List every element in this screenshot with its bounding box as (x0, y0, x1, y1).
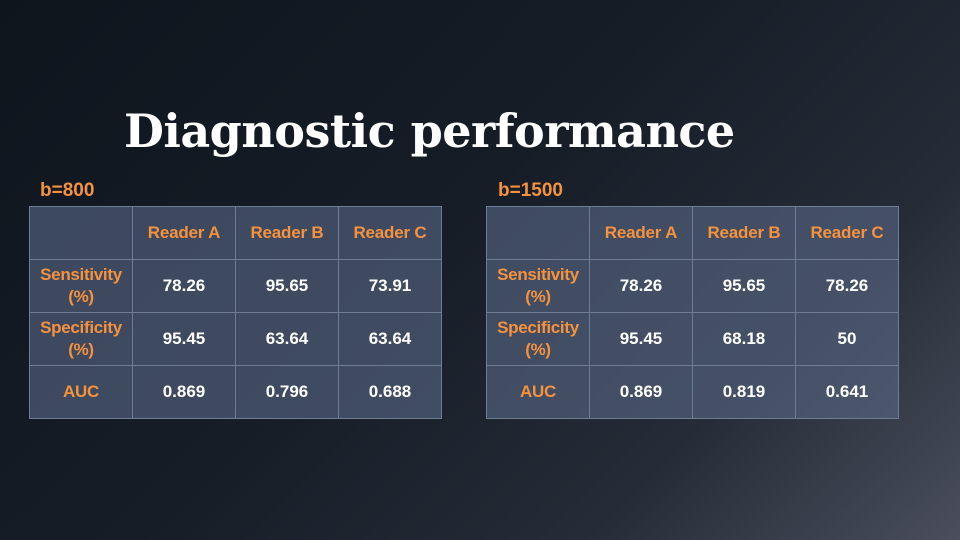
cell-value: 95.65 (692, 259, 796, 313)
row-header-line1: AUC (63, 382, 99, 401)
cell-value: 95.45 (589, 312, 693, 366)
row-header-sensitivity: Sensitivity (%) (486, 259, 590, 313)
cell-value: 63.64 (235, 312, 339, 366)
cell-value: 78.26 (589, 259, 693, 313)
table-row-auc: AUC 0.869 0.819 0.641 (486, 365, 899, 419)
row-header-line1: Sensitivity (497, 265, 579, 284)
row-header-auc: AUC (29, 365, 133, 419)
row-header-auc: AUC (486, 365, 590, 419)
row-header-sensitivity: Sensitivity (%) (29, 259, 133, 313)
table-row-sensitivity: Sensitivity (%) 78.26 95.65 78.26 (486, 259, 899, 313)
performance-table-b800: Reader A Reader B Reader C Sensitivity (… (29, 206, 442, 419)
page-title: Diagnostic performance (124, 104, 735, 158)
row-header-specificity: Specificity (%) (486, 312, 590, 366)
header-reader-a: Reader A (132, 206, 236, 260)
header-corner-cell (486, 206, 590, 260)
cell-value: 0.641 (795, 365, 899, 419)
header-reader-b: Reader B (235, 206, 339, 260)
row-header-line2: (%) (68, 287, 94, 306)
cell-value: 95.45 (132, 312, 236, 366)
header-corner-cell (29, 206, 133, 260)
table-row-specificity: Specificity (%) 95.45 63.64 63.64 (29, 312, 442, 366)
header-reader-c: Reader C (338, 206, 442, 260)
table-row-auc: AUC 0.869 0.796 0.688 (29, 365, 442, 419)
table-row-specificity: Specificity (%) 95.45 68.18 50 (486, 312, 899, 366)
cell-value: 78.26 (795, 259, 899, 313)
row-header-specificity: Specificity (%) (29, 312, 133, 366)
row-header-line2: (%) (68, 340, 94, 359)
cell-value: 63.64 (338, 312, 442, 366)
table-header-row: Reader A Reader B Reader C (29, 206, 442, 260)
cell-value: 78.26 (132, 259, 236, 313)
cell-value: 68.18 (692, 312, 796, 366)
row-header-line1: Specificity (40, 318, 122, 337)
cell-value: 0.688 (338, 365, 442, 419)
row-header-line2: (%) (525, 340, 551, 359)
table-label-b800: b=800 (40, 180, 95, 201)
table-row-sensitivity: Sensitivity (%) 78.26 95.65 73.91 (29, 259, 442, 313)
row-header-line1: AUC (520, 382, 556, 401)
row-header-line1: Specificity (497, 318, 579, 337)
header-reader-a: Reader A (589, 206, 693, 260)
cell-value: 73.91 (338, 259, 442, 313)
cell-value: 0.796 (235, 365, 339, 419)
row-header-line1: Sensitivity (40, 265, 122, 284)
row-header-line2: (%) (525, 287, 551, 306)
header-reader-c: Reader C (795, 206, 899, 260)
header-reader-b: Reader B (692, 206, 796, 260)
performance-table-b1500: Reader A Reader B Reader C Sensitivity (… (486, 206, 899, 419)
cell-value: 0.869 (132, 365, 236, 419)
cell-value: 0.819 (692, 365, 796, 419)
cell-value: 0.869 (589, 365, 693, 419)
cell-value: 95.65 (235, 259, 339, 313)
table-label-b1500: b=1500 (498, 180, 563, 201)
cell-value: 50 (795, 312, 899, 366)
table-header-row: Reader A Reader B Reader C (486, 206, 899, 260)
